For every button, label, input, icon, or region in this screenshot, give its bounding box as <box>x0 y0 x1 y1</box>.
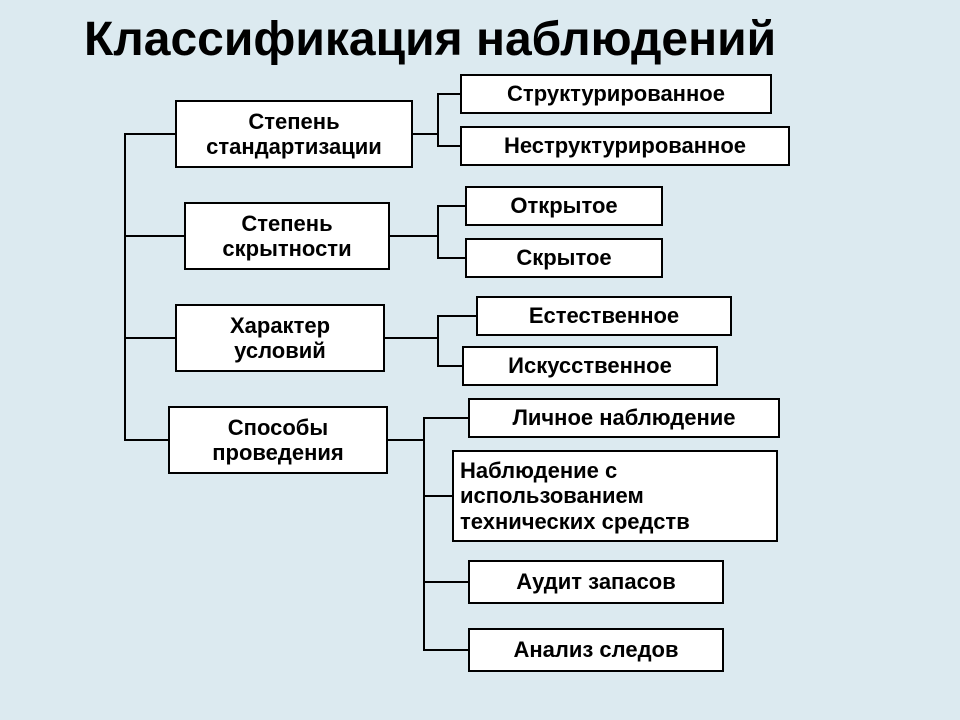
leaf-node: Неструктурированное <box>460 126 790 166</box>
node-label: Неструктурированное <box>504 133 746 158</box>
node-label: Степеньскрытности <box>222 211 351 262</box>
node-label: Способыпроведения <box>212 415 343 466</box>
category-node: Степеньскрытности <box>184 202 390 270</box>
leaf-node: Наблюдение сиспользованиемтехнических ср… <box>452 450 778 542</box>
leaf-node: Искусственное <box>462 346 718 386</box>
node-label: Искусственное <box>508 353 672 378</box>
node-label: Анализ следов <box>513 637 678 662</box>
diagram-stage: Классификация наблюдений Степеньстандарт… <box>0 0 960 720</box>
leaf-node: Структурированное <box>460 74 772 114</box>
leaf-node: Естественное <box>476 296 732 336</box>
node-label: Наблюдение сиспользованиемтехнических ср… <box>460 458 690 534</box>
node-label: Скрытое <box>516 245 611 270</box>
category-node: Способыпроведения <box>168 406 388 474</box>
node-label: Открытое <box>510 193 617 218</box>
category-node: Степеньстандартизации <box>175 100 413 168</box>
leaf-node: Анализ следов <box>468 628 724 672</box>
leaf-node: Скрытое <box>465 238 663 278</box>
leaf-node: Личное наблюдение <box>468 398 780 438</box>
node-label: Аудит запасов <box>516 569 676 594</box>
leaf-node: Открытое <box>465 186 663 226</box>
node-label: Характерусловий <box>230 313 330 364</box>
category-node: Характерусловий <box>175 304 385 372</box>
diagram-title: Классификация наблюдений <box>84 12 776 67</box>
node-label: Степеньстандартизации <box>206 109 382 160</box>
node-label: Структурированное <box>507 81 725 106</box>
leaf-node: Аудит запасов <box>468 560 724 604</box>
node-label: Естественное <box>529 303 679 328</box>
node-label: Личное наблюдение <box>512 405 735 430</box>
